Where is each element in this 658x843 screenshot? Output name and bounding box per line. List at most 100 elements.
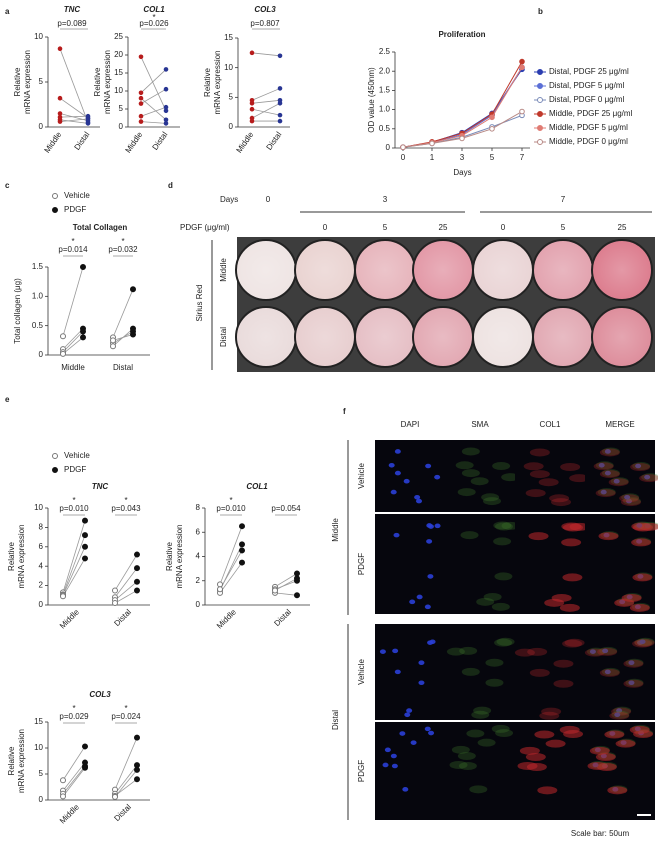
data-point [57,95,63,101]
y-axis-label: OD value (450nm) [367,67,376,133]
data-point [249,100,255,106]
y-tick-label: 6 [39,542,44,551]
sma-signal [460,531,479,540]
col1-signal [629,725,650,734]
well-glare [594,309,650,365]
col1-signal [631,522,652,531]
y-axis-label: mRNA expression [213,50,222,114]
panel-label: a [5,7,10,16]
region-label: Middle [331,518,340,542]
micrograph [375,440,445,512]
data-point [400,144,406,151]
col1-signal [514,648,535,657]
nucleus [391,763,398,769]
data-point [82,555,88,562]
pair-line [274,577,298,591]
condition-label: PDGF [357,553,366,575]
y-tick-label: 5 [229,92,234,101]
col1-signal [553,679,574,688]
pair-line [112,289,134,338]
x-tick-label: Middle [58,607,81,630]
y-tick-label: 2 [196,576,201,585]
nucleus [589,649,596,654]
nucleus [390,489,397,495]
panel-label: e [5,395,10,404]
significance-star: * [124,496,127,505]
condition-label: PDGF [357,760,366,782]
legend-label: Distal, PDGF 5 μg/ml [549,81,625,90]
significance-star: * [229,496,232,505]
sma-signal [494,572,513,581]
y-axis-label: mRNA expression [103,50,112,114]
y-tick-label: 6 [196,527,201,536]
col1-signal [584,648,605,657]
col1-signal [593,462,614,471]
micrograph [445,624,515,720]
channel-label: DAPI [401,420,420,429]
data-point [60,777,66,784]
data-point [112,793,118,800]
y-tick-label: 1.0 [32,291,44,300]
significance-star: * [72,496,75,505]
col1-signal [541,707,562,716]
micrograph [515,624,585,720]
panel-label: b [538,7,543,16]
legend-marker [537,111,543,117]
y-axis-label: Relative [13,67,22,96]
channel-label: MERGE [605,420,634,429]
legend-label: Vehicle [64,191,90,200]
legend-label: Middle, PDGF 0 μg/ml [549,137,628,146]
data-point [110,337,116,344]
y-tick-label: 0 [119,122,124,131]
pair-line [62,331,84,353]
col1-signal [599,470,620,479]
significance-star: * [121,237,124,246]
nucleus [406,708,413,713]
legend-label: Middle, PDGF 25 μg/ml [549,109,633,118]
p-value: p=0.024 [111,712,141,721]
data-point [82,543,88,550]
sma-signal [461,469,480,478]
y-tick-label: 10 [34,743,43,752]
col1-signal [589,746,610,755]
x-tick-label: 5 [490,153,495,162]
sma-signal [601,667,620,676]
col1-signal [553,659,574,668]
nucleus [628,660,635,666]
col1-signal [560,463,581,472]
data-point [138,54,144,60]
data-point [82,532,88,539]
legend-marker [52,453,58,459]
legend-marker [537,83,543,89]
p-value: p=0.010 [216,504,246,513]
chart-title: Total Collagen [73,223,128,232]
pair-line [59,119,89,124]
sma-signal [586,647,605,656]
sma-signal [455,461,474,470]
y-tick-label: 0.5 [379,124,391,133]
micrograph [375,514,445,614]
data-point [277,112,283,118]
nucleus [600,489,607,495]
pair-line [114,567,138,598]
data-point [134,776,140,783]
col1-signal [630,463,651,472]
y-tick-label: 0 [39,600,44,609]
sma-signal [449,760,468,769]
y-tick-label: 5 [39,77,44,86]
pair-line [274,592,298,596]
data-point [82,743,88,750]
nucleus [418,660,425,666]
micrograph [445,722,515,820]
data-point [277,98,283,103]
micrograph [375,722,445,820]
p-value: p=0.029 [59,712,89,721]
micrograph [585,440,655,512]
x-tick-label: 1 [430,153,435,162]
pair-line [140,88,167,104]
data-point [163,104,169,110]
sma-signal [636,637,655,646]
pair-line [62,762,86,791]
nucleus [434,474,441,480]
col1-signal [598,532,619,541]
